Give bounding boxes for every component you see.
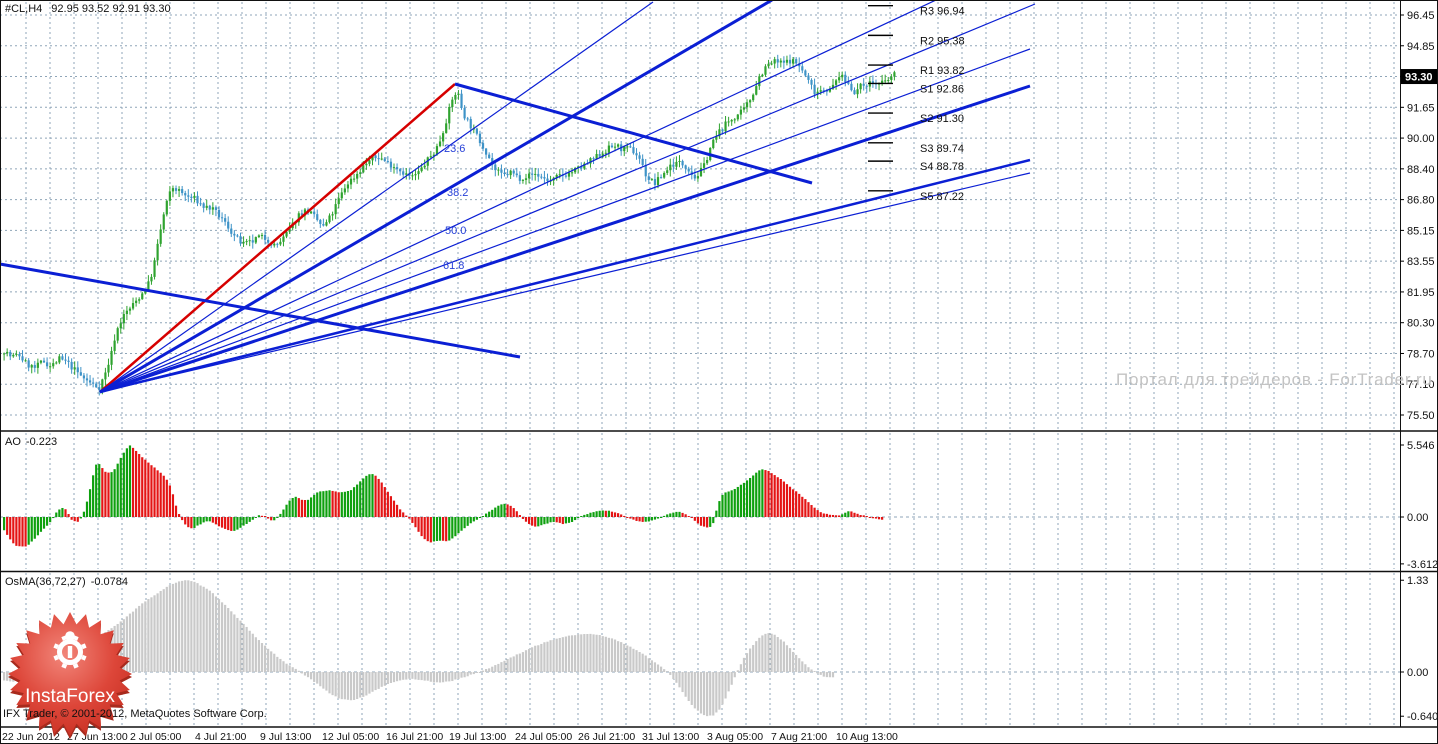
osma-indicator-label: OsMA(36,72,27) -0.0784 (5, 576, 128, 588)
trendlines-layer (0, 0, 1036, 394)
price-axis-label: 77.10 (1407, 379, 1435, 391)
price-axis-label: 90.00 (1407, 133, 1435, 145)
pivot-label: S1 92.86 (920, 83, 964, 95)
price-axis-label: 80.30 (1407, 318, 1435, 330)
current-price-box (1401, 69, 1437, 85)
pivot-label: R1 93.82 (920, 65, 965, 77)
time-axis-label: 2 Jul 05:00 (130, 731, 182, 743)
indicator-axis-label: -3.612 (1407, 559, 1438, 571)
fan-ray-upper[interactable] (99, 3, 1036, 393)
fib-level-label: 50.0 (445, 225, 466, 237)
indicator-axis-label: -0.6408 (1407, 711, 1438, 723)
time-axis-label: 16 Jul 21:00 (386, 731, 443, 743)
time-axis-label: 19 Jul 13:00 (449, 731, 506, 743)
ohlc-values: 92.95 93.52 92.91 93.30 (51, 3, 171, 15)
time-axis: 22 Jun 2012 27 Jun 13:00 2 Jul 05:00 4 Jul … (2, 731, 898, 743)
pivot-label: S4 88.78 (920, 161, 964, 173)
time-axis-label: 22 Jun 2012 (2, 731, 60, 743)
indicator-axis-label: 0.00 (1407, 667, 1428, 679)
time-axis-label: 9 Jul 13:00 (260, 731, 312, 743)
impulse-uptrend-line[interactable] (99, 83, 456, 393)
symbol-title: #CL,H4 92.95 93.52 92.91 93.30 (5, 3, 171, 15)
indicator-axes: 5.546 0.00 -3.612 1.33 0.00 -0.6408 (1400, 440, 1438, 723)
descending-trendline[interactable] (0, 262, 521, 359)
time-axis-label: 10 Aug 13:00 (836, 731, 898, 743)
fib-fan-23-6[interactable] (99, 1, 654, 393)
current-price-value: 93.30 (1405, 72, 1433, 84)
copyright-text: IFX Trader, © 2001-2012, MetaQuotes Soft… (3, 708, 267, 720)
time-axis-label: 24 Jul 05:00 (515, 731, 572, 743)
time-axis-label: 31 Jul 13:00 (642, 731, 699, 743)
time-axis-label: 26 Jul 21:00 (578, 731, 635, 743)
price-axis-label: 86.80 (1407, 195, 1435, 207)
price-axis-label: 96.45 (1407, 10, 1435, 22)
price-axis: 96.45 94.85 93.30 91.65 90.00 88.40 86.80 85.15… (1400, 10, 1437, 422)
pivot-label: S5 87.22 (920, 191, 964, 203)
pivot-label: S2 91.30 (920, 113, 964, 125)
price-axis-label: 81.95 (1407, 287, 1435, 299)
price-axis-label: 78.70 (1407, 348, 1435, 360)
pivot-label: R3 96.94 (920, 6, 965, 18)
badge-brand-text: InstaForex (25, 686, 115, 707)
pivot-label: S3 89.74 (920, 143, 964, 155)
ao-current-value: -0.223 (25, 436, 58, 448)
time-axis-label: 3 Aug 05:00 (707, 731, 763, 743)
price-axis-label: 88.40 (1407, 164, 1435, 176)
fib-level-label: 38.2 (447, 187, 468, 199)
badge-starburst (8, 612, 132, 736)
fan-ray-main[interactable] (99, 84, 1031, 394)
osma-name: OsMA(36,72,27) (5, 576, 86, 588)
indicator-axis-label: 5.546 (1407, 440, 1435, 452)
ao-indicator-label: AO -0.223 (5, 436, 57, 448)
osma-current-value: -0.0784 (90, 576, 129, 588)
time-axis-label: 12 Jul 05:00 (322, 731, 379, 743)
fib-level-label: 23.6 (444, 143, 465, 155)
pivot-levels: R3 96.94 R2 95.38 R1 93.82 S1 92.86 S2 91.30… (868, 4, 965, 203)
fib-fan-50-0[interactable] (99, 0, 937, 393)
fan-ray-lower-thin[interactable] (99, 172, 1031, 393)
fortrader-watermark: Портал для трейдеров - ForTrader.ru (1116, 370, 1433, 389)
pennant-upper-line[interactable] (454, 82, 813, 185)
fib-level-label: 61.8 (443, 260, 464, 272)
symbol-timeframe-label: #CL,H4 (5, 3, 43, 15)
fib-labels: 23.6 38.2 50.0 61.8 (443, 143, 468, 272)
price-axis-label: 91.65 (1407, 102, 1435, 114)
ao-histogram (3, 445, 884, 547)
price-axis-label: 83.55 (1407, 256, 1435, 268)
instaforex-badge: InstaForex (8, 612, 132, 739)
time-axis-label: 4 Jul 21:00 (195, 731, 247, 743)
time-axis-label: 27 Jun 13:00 (67, 731, 128, 743)
price-axis-label: 75.50 (1407, 410, 1435, 422)
fib-fan-38-2[interactable] (99, 0, 773, 394)
price-axis-label: 85.15 (1407, 225, 1435, 237)
fib-fan-61-8[interactable] (99, 48, 1031, 393)
ao-name: AO (5, 436, 21, 448)
badge-gear-person-icon (53, 631, 87, 669)
indicator-axis-label: 0.00 (1407, 512, 1428, 524)
indicator-axis-label: 1.33 (1407, 575, 1428, 587)
price-axis-label: 94.85 (1407, 41, 1435, 53)
pivot-label: R2 95.38 (920, 35, 965, 47)
fan-ray-lower-thick[interactable] (99, 158, 1031, 394)
time-axis-label: 7 Aug 21:00 (771, 731, 827, 743)
